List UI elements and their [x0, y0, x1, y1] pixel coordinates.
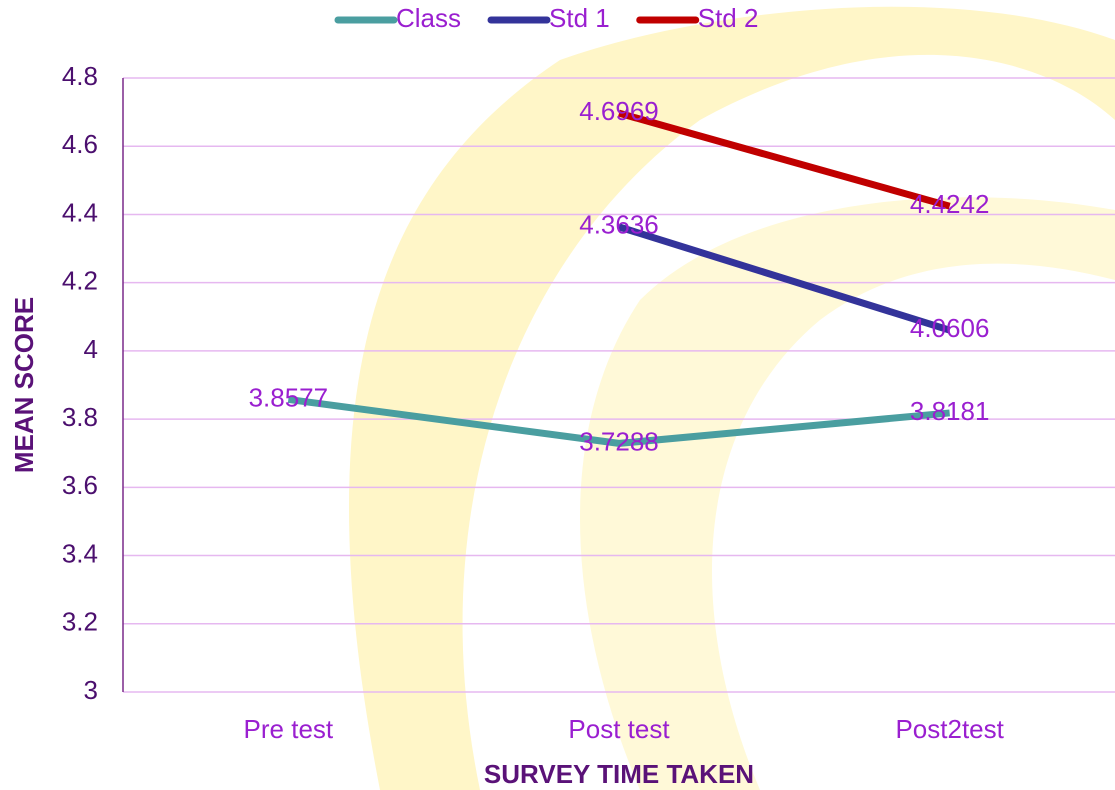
data-label: 4.4242 [910, 189, 990, 219]
data-label: 4.3636 [579, 210, 659, 240]
legend-label: Std 2 [698, 3, 759, 33]
legend-label: Std 1 [549, 3, 610, 33]
y-tick-label: 4.4 [62, 197, 98, 227]
data-label: 3.7288 [579, 426, 659, 456]
y-tick-label: 3 [84, 675, 98, 705]
y-tick-label: 4.2 [62, 266, 98, 296]
y-tick-label: 3.2 [62, 607, 98, 637]
y-tick-label: 3.6 [62, 470, 98, 500]
data-label: 3.8577 [249, 382, 329, 412]
data-label: 3.8181 [910, 396, 990, 426]
legend-label: Class [396, 3, 461, 33]
y-tick-label: 4.6 [62, 129, 98, 159]
x-tick-label: Post2test [895, 714, 1004, 744]
y-axis-title: MEAN SCORE [9, 297, 39, 473]
y-tick-label: 4 [84, 334, 98, 364]
chart: SURVEY TIME TAKEN MEAN SCORE 3 3.2 3.4 3.6 3… [0, 0, 1115, 790]
y-tick-label: 3.8 [62, 402, 98, 432]
x-tick-label: Pre test [244, 714, 334, 744]
series-line [619, 113, 950, 206]
y-tick-label: 4.8 [62, 61, 98, 91]
x-tick-label: Post test [568, 714, 670, 744]
background-shape [580, 197, 1115, 790]
y-tick-label: 3.4 [62, 538, 98, 568]
data-label: 4.0606 [910, 313, 990, 343]
x-axis-title: SURVEY TIME TAKEN [484, 759, 754, 789]
data-label: 4.6969 [579, 96, 659, 126]
